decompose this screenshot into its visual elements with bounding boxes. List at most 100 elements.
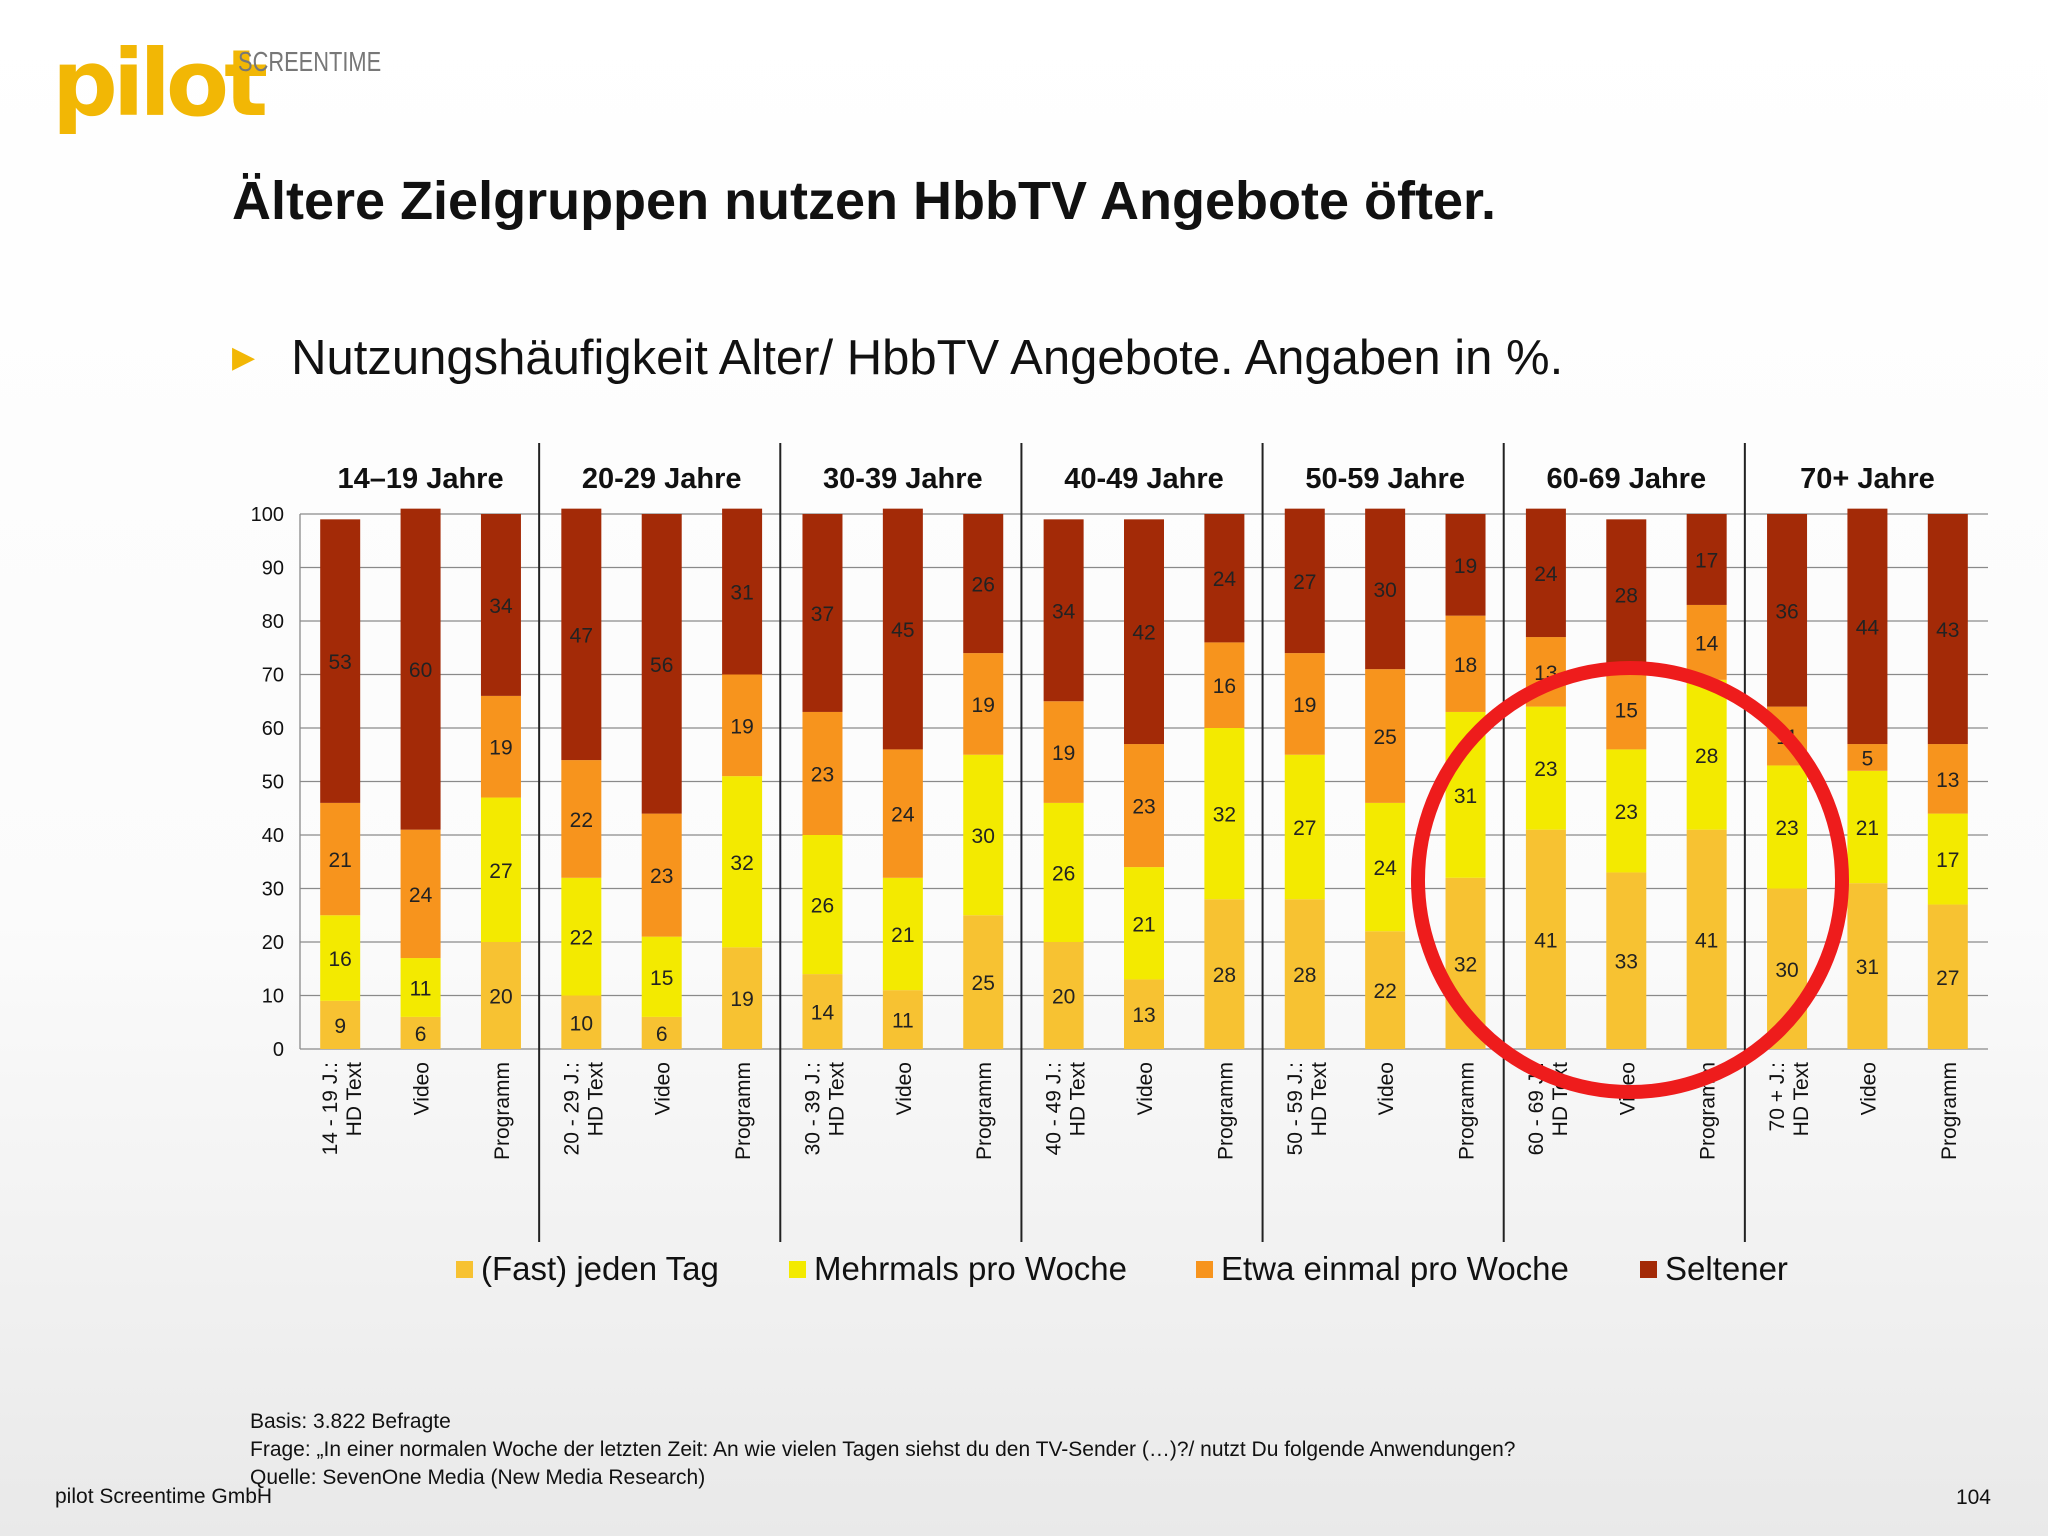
footer-frage: Frage: „In einer normalen Woche der letz… — [250, 1438, 1516, 1461]
data-label: 47 — [570, 624, 593, 647]
bar-segment — [320, 802, 361, 916]
data-label: 60 — [409, 659, 432, 682]
footer-notes: Basis: 3.822 Befragte Frage: „In einer n… — [250, 1408, 1515, 1492]
legend-label: (Fast) jeden Tag — [481, 1250, 719, 1287]
bar-segment — [561, 760, 602, 878]
data-label: 32 — [1213, 804, 1236, 827]
bar-segment — [1606, 749, 1647, 873]
data-label: 17 — [1936, 849, 1959, 872]
bar-segment — [1445, 615, 1486, 712]
group-header: 30-39 Jahre — [823, 463, 983, 495]
data-label: 16 — [329, 948, 352, 971]
data-label: 19 — [730, 988, 753, 1011]
data-label: 56 — [650, 654, 673, 677]
y-tick-label: 0 — [273, 1039, 284, 1061]
data-label: 33 — [1615, 951, 1638, 974]
bar-segment — [802, 974, 843, 1049]
page-number: 104 — [1955, 1486, 1991, 1509]
bar-segment — [1365, 669, 1406, 803]
x-category-label: Video — [1857, 1062, 1880, 1115]
bar-segment — [802, 835, 843, 975]
bar-segment — [963, 514, 1004, 654]
highlight-circle — [1411, 661, 1849, 1099]
group-header: 40-49 Jahre — [1064, 463, 1224, 495]
bar-segment — [400, 829, 441, 959]
y-tick-label: 10 — [262, 986, 284, 1008]
bar-segment — [963, 915, 1004, 1049]
data-label: 19 — [972, 694, 995, 717]
stacked-bar-chart: 0 10 20 30 40 50 60 70 80 90 100 14–19 Jahre 20-29 J… — [251, 443, 1988, 1287]
bar-segment — [1847, 508, 1888, 745]
data-label: 22 — [570, 809, 593, 832]
bar-segment — [1606, 872, 1647, 1049]
group-header: 50-59 Jahre — [1305, 463, 1465, 495]
group-header: 14–19 Jahre — [338, 463, 504, 495]
bar-segment — [480, 797, 521, 942]
bar-segment — [561, 995, 602, 1049]
y-tick-label: 20 — [262, 932, 284, 954]
data-label: 42 — [1132, 622, 1155, 645]
data-label: 6 — [656, 1023, 668, 1046]
x-category-label: 30 - 39 J.: — [801, 1062, 824, 1155]
data-label: 19 — [1052, 742, 1075, 765]
data-label: 13 — [1132, 1004, 1155, 1027]
x-category-label: HD Text — [1308, 1062, 1331, 1136]
legend-label: Mehrmals pro Woche — [814, 1250, 1127, 1287]
data-label: 26 — [1052, 862, 1075, 885]
data-label: 24 — [1213, 568, 1237, 591]
data-label: 27 — [489, 860, 512, 883]
data-label: 23 — [1615, 801, 1638, 824]
bar-segment — [1284, 899, 1325, 1049]
bar-segment — [963, 653, 1004, 755]
bar-segment — [1606, 669, 1647, 750]
data-label: 27 — [1936, 967, 1959, 990]
data-label: 31 — [730, 582, 753, 605]
data-label: 10 — [570, 1012, 593, 1035]
data-label: 21 — [1132, 913, 1155, 936]
bar-segment — [1365, 931, 1406, 1049]
data-label: 14 — [811, 1002, 835, 1025]
data-label: 13 — [1936, 769, 1959, 792]
bar-segment — [641, 514, 682, 814]
bar-segment — [1445, 514, 1486, 616]
data-label: 28 — [1615, 584, 1638, 607]
data-label: 19 — [1293, 694, 1316, 717]
legend-swatch — [1196, 1261, 1213, 1278]
bar-segment — [1927, 813, 1968, 905]
data-label: 24 — [409, 884, 433, 907]
bar-segment — [1124, 519, 1164, 745]
bar-segment — [641, 936, 682, 1017]
bar-segment — [1686, 679, 1727, 830]
bar-segment — [320, 915, 361, 1001]
group-header: 20-29 Jahre — [582, 463, 742, 495]
x-category-label: Video — [411, 1062, 434, 1115]
x-category-label: 50 - 59 J.: — [1284, 1062, 1307, 1155]
bar-segment — [882, 749, 923, 878]
bar-segment — [1204, 642, 1245, 728]
data-label: 23 — [1132, 796, 1155, 819]
data-label: 30 — [1373, 579, 1396, 602]
x-category-label: 20 - 29 J.: — [560, 1062, 583, 1155]
data-label: 31 — [1856, 956, 1879, 979]
data-label: 37 — [811, 603, 834, 626]
data-label: 32 — [730, 852, 753, 875]
bar-segment — [722, 776, 763, 948]
data-label: 11 — [410, 977, 432, 1000]
data-label: 22 — [570, 927, 593, 950]
x-category-label: Video — [1375, 1062, 1398, 1115]
bar-segment — [1767, 514, 1808, 707]
bar-segment — [722, 508, 763, 675]
bar-segment — [722, 674, 763, 777]
data-label: 43 — [1936, 619, 1959, 642]
x-category-label: 14 - 19 J.: — [319, 1062, 342, 1155]
y-tick-label: 90 — [262, 558, 284, 580]
data-label: 25 — [1373, 726, 1396, 749]
data-label: 21 — [891, 924, 914, 947]
data-label: 36 — [1775, 600, 1798, 623]
data-label: 24 — [1534, 563, 1558, 586]
bar-segment — [561, 877, 602, 996]
x-category-label: 60 - 69 J.: — [1525, 1062, 1548, 1155]
bar-segment — [1284, 653, 1325, 755]
data-label: 11 — [892, 1010, 914, 1033]
bar-segment — [1847, 744, 1888, 771]
